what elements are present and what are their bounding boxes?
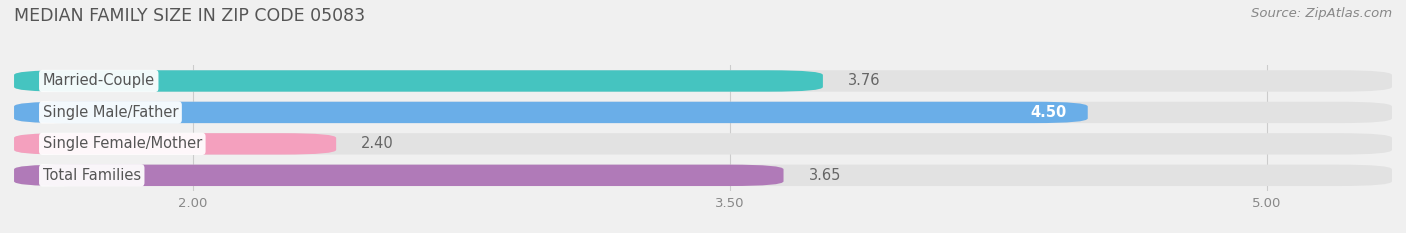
Text: Single Male/Father: Single Male/Father	[42, 105, 179, 120]
Text: Source: ZipAtlas.com: Source: ZipAtlas.com	[1251, 7, 1392, 20]
FancyBboxPatch shape	[14, 133, 336, 154]
FancyBboxPatch shape	[14, 165, 783, 186]
FancyBboxPatch shape	[14, 133, 1392, 154]
Text: 2.40: 2.40	[361, 136, 394, 151]
FancyBboxPatch shape	[14, 102, 1088, 123]
FancyBboxPatch shape	[14, 165, 1392, 186]
Text: MEDIAN FAMILY SIZE IN ZIP CODE 05083: MEDIAN FAMILY SIZE IN ZIP CODE 05083	[14, 7, 366, 25]
FancyBboxPatch shape	[14, 102, 1392, 123]
Text: 4.50: 4.50	[1031, 105, 1066, 120]
Text: 3.76: 3.76	[848, 73, 880, 89]
Text: Married-Couple: Married-Couple	[42, 73, 155, 89]
FancyBboxPatch shape	[14, 70, 823, 92]
Text: 3.65: 3.65	[808, 168, 841, 183]
FancyBboxPatch shape	[14, 70, 1392, 92]
Text: Single Female/Mother: Single Female/Mother	[42, 136, 202, 151]
Text: Total Families: Total Families	[42, 168, 141, 183]
